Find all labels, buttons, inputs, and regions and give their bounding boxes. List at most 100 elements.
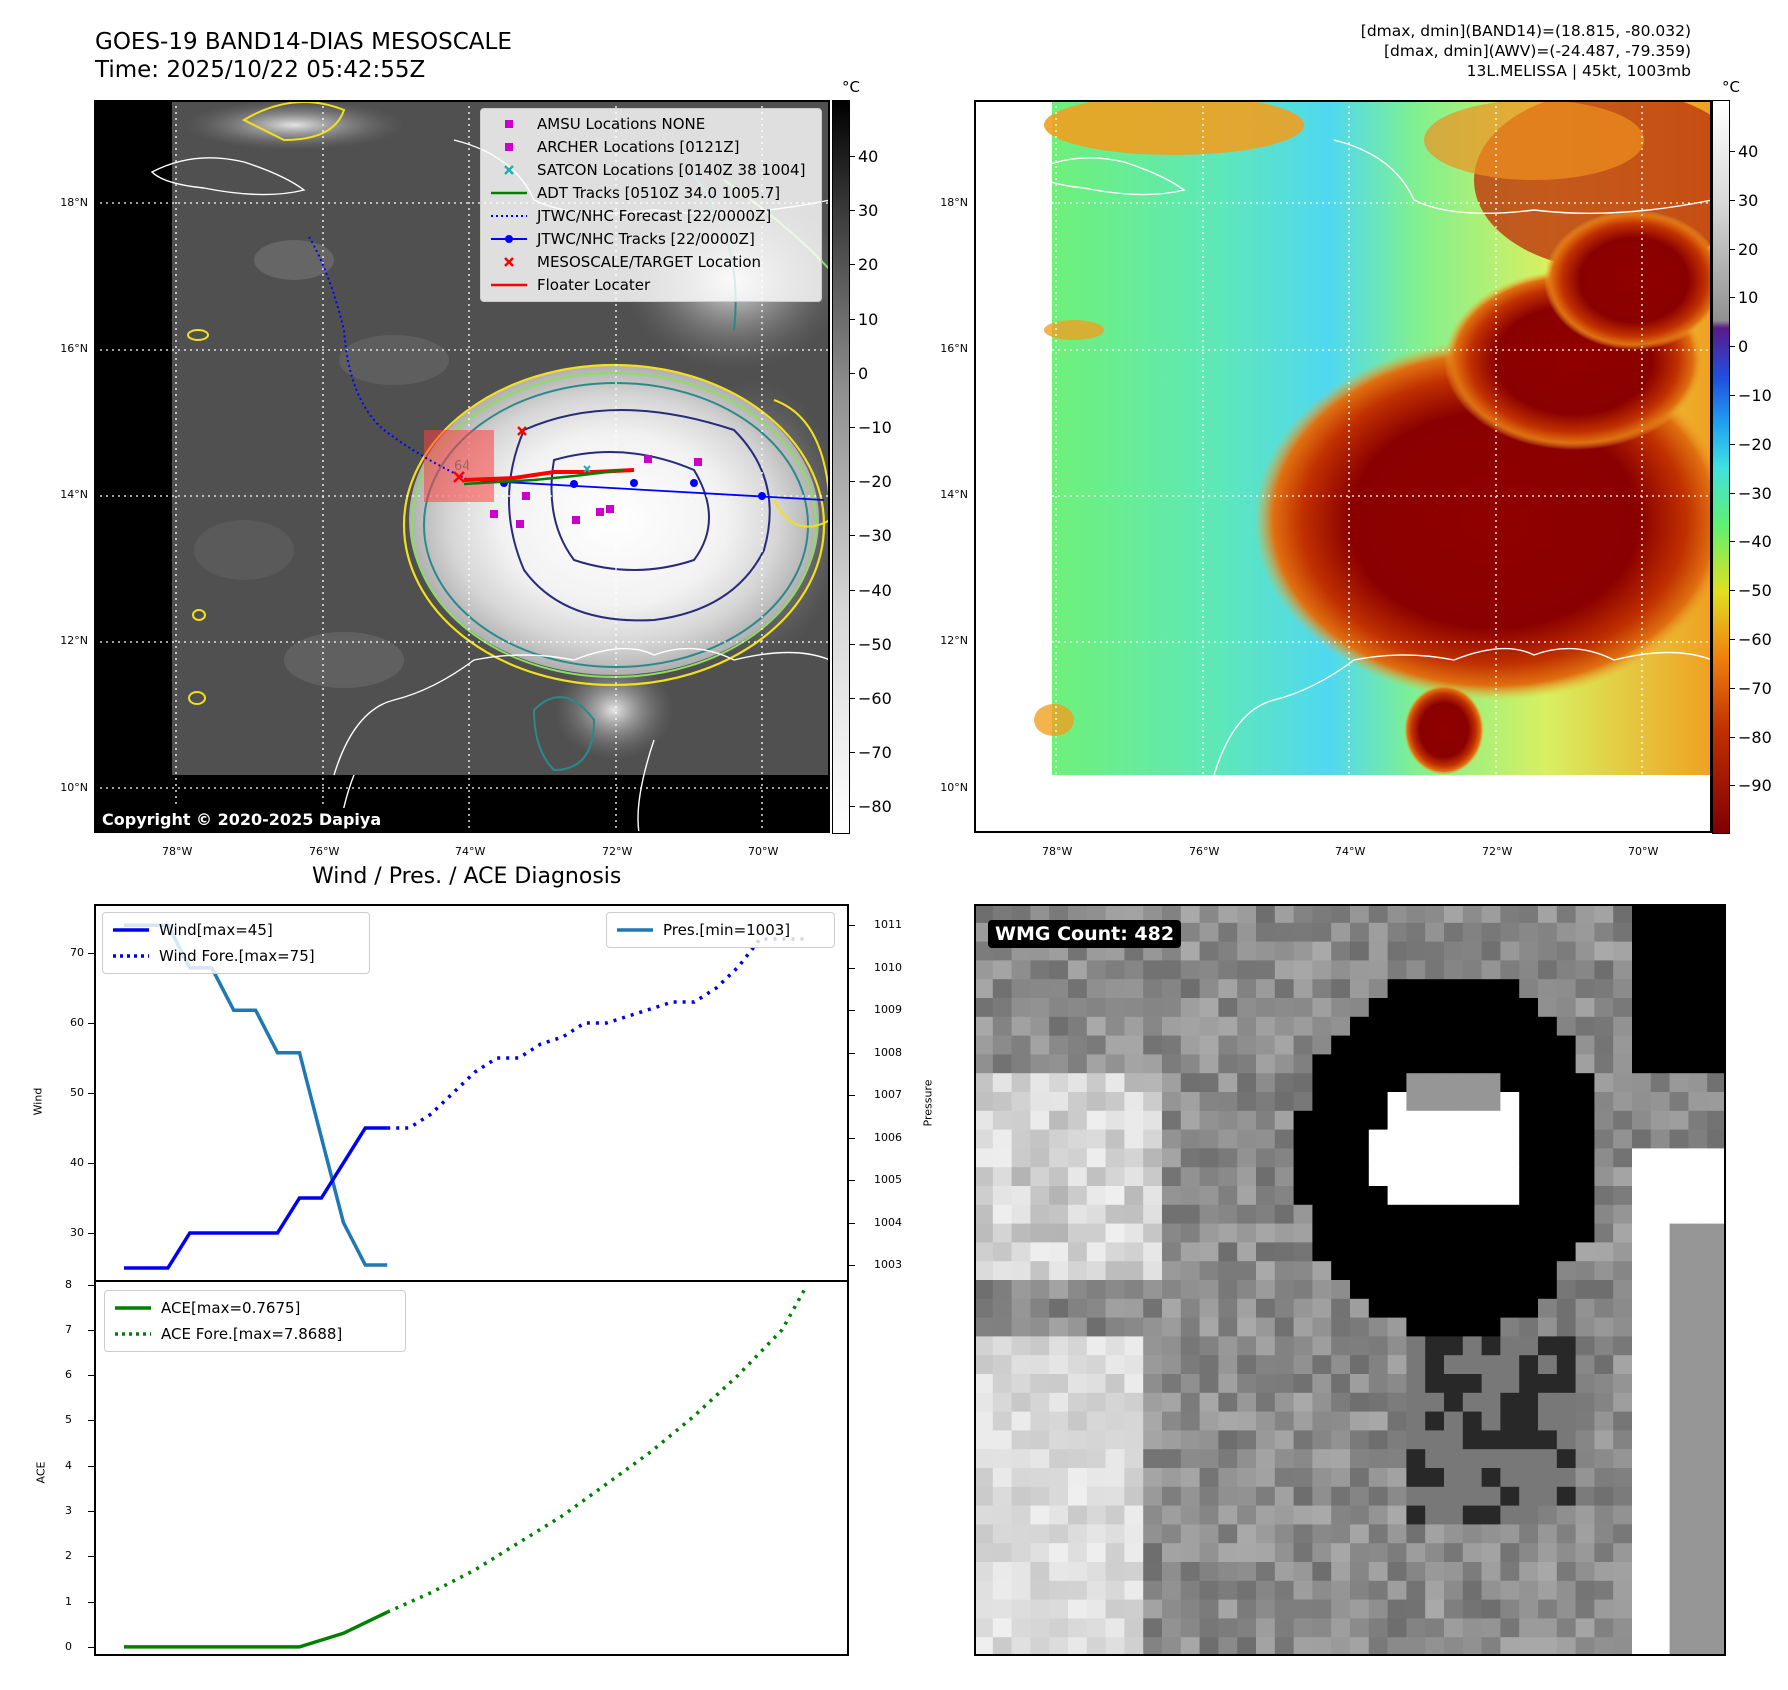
wmg-cell [976,1524,994,1544]
wmg-cell [1105,906,1125,924]
wmg-cell [1331,1599,1351,1619]
wmg-cell [1199,922,1219,943]
wmg-cell [1613,1280,1633,1300]
wmg-cell [1237,1374,1257,1394]
wmg-cell [1594,1054,1614,1074]
wmg-cell [1180,1411,1201,1431]
wmg-cell [1105,1392,1125,1413]
wmg-cell [1162,1411,1182,1431]
wmg-cell [1312,1374,1332,1394]
wmg-cell [1180,1186,1201,1206]
wmg-cell [1256,1148,1276,1168]
wmg-cell [1068,1317,1088,1337]
wmg-cell [1143,1092,1163,1112]
wmg-cell [1425,1204,1445,1225]
wmg-cell [1068,1242,1088,1262]
wmg-cell [1049,1054,1069,1074]
wmg-cell [1312,1486,1332,1507]
wmg-cell [1669,1280,1689,1300]
wmg-cell [1011,1167,1031,1187]
wmg-cell [1331,1524,1351,1544]
legend-label: SATCON Locations [0140Z 38 1004] [537,161,806,179]
wmg-cell [1011,906,1031,924]
wmg-cell [1293,1505,1313,1525]
wmg-cell [1387,1468,1407,1488]
pressure-tick-label: 1006 [874,1130,902,1144]
ace-tick-mark [88,1556,94,1558]
wmg-cell [1462,1543,1483,1563]
wmg-cell [1105,1468,1125,1488]
wmg-cell [1462,1580,1483,1601]
ace-axis-label: ACE [34,1461,48,1484]
wmg-cell [1256,1317,1276,1337]
ir-colorbar-tick: 40 [858,147,879,166]
wmg-cell [1425,1468,1445,1488]
wmg-cell [1199,1167,1219,1187]
ace-tick-mark [88,1646,94,1648]
ace-tick-mark [88,1329,94,1331]
wmg-cell [1688,1618,1708,1638]
wmg-cell [1387,1580,1407,1601]
wmg-cell [1030,998,1050,1018]
wmg-cell [1105,1618,1125,1638]
wmg-cell [1707,906,1724,924]
wmg-cell [1331,1355,1351,1375]
wmg-cell [1105,1092,1125,1112]
wmg-cell [1105,1148,1125,1168]
wmg-cell [1368,1035,1389,1055]
wmg-cell [1444,998,1464,1018]
lat-label: 12°N [940,634,968,647]
wmg-cell [992,998,1013,1018]
ir-colorbar-tick-mark [849,806,855,808]
wmg-cell [1575,922,1595,943]
wmg-cell [1049,1298,1069,1319]
lon-label: 74°W [1335,845,1366,858]
wmg-cell [1669,1167,1689,1187]
wmg-cell [1312,1449,1332,1469]
wmg-cell [1218,1261,1238,1281]
wmg-cell [1669,1204,1689,1225]
wmg-cell [1049,1637,1069,1654]
wmg-cell [1575,1167,1595,1187]
wmg-cell [1068,1298,1088,1319]
wmg-cell [1425,1280,1445,1300]
wmg-cell [1143,1374,1163,1394]
wmg-cell [1331,1148,1351,1168]
wmg-cell [1274,1505,1295,1525]
wmg-cell [1406,1092,1426,1112]
wmg-cell [1387,1054,1407,1074]
wmg-cell [1049,1505,1069,1525]
wmg-cell [1011,1562,1031,1582]
wmg-cell [1218,1280,1238,1300]
wmg-cell [1632,1618,1652,1638]
wmg-cell [1500,1355,1520,1375]
wmg-cell [1331,1618,1351,1638]
wmg-cell [1556,1562,1577,1582]
wmg-cell [1406,1317,1426,1337]
wmg-cell [1613,1505,1633,1525]
wmg-cell [1575,1355,1595,1375]
wmg-cell [1519,1242,1539,1262]
wmg-cell [1237,979,1257,999]
wmg-cell [1293,1618,1313,1638]
wmg-cell [1105,1073,1125,1093]
wmg-cell [1256,1092,1276,1112]
ir-colorbar-tick: 20 [858,255,879,275]
wmg-cell [1086,1261,1107,1281]
pressure-tick-mark [849,925,855,927]
wmg-cell [1707,1092,1724,1112]
wmg-cell [1199,1449,1219,1469]
wmg-cell [1237,1599,1257,1619]
wmg-cell [1293,1336,1313,1356]
wmg-cell [1575,1336,1595,1356]
wmg-cell [1180,1374,1201,1394]
wmg-cell [1575,1486,1595,1507]
wmg-cell [1406,1167,1426,1187]
wmg-cell [1444,1392,1464,1413]
wmg-cell [1049,998,1069,1018]
wmg-cell [1237,1298,1257,1319]
wmg-cell [1274,1092,1295,1112]
wmg-cell [1105,1524,1125,1544]
wmg-cell [1256,1054,1276,1074]
wmg-cell [1575,1374,1595,1394]
